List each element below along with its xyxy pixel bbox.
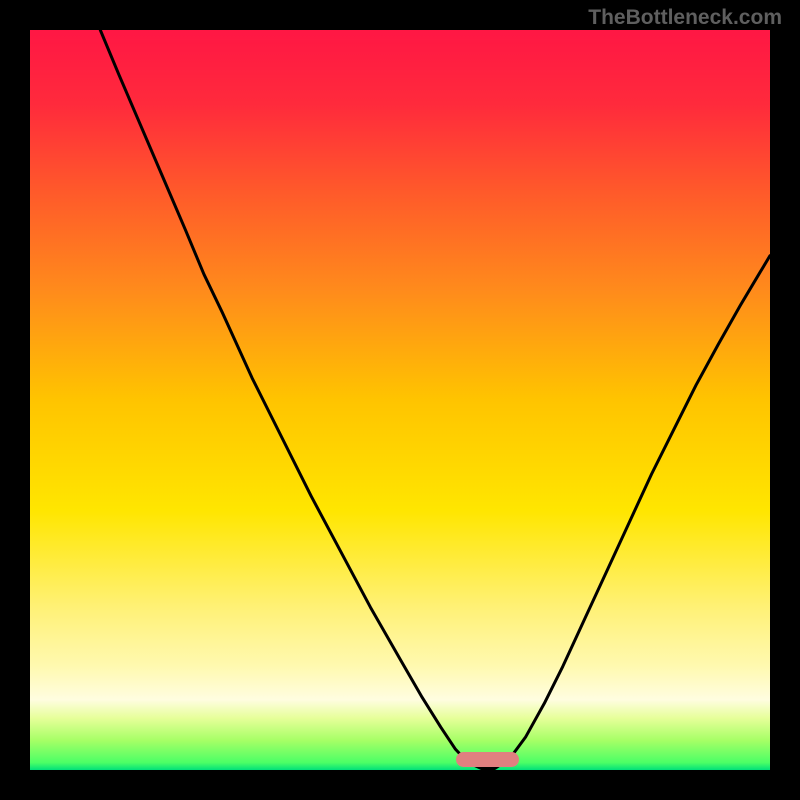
plot-area xyxy=(30,30,770,770)
chart-frame: TheBottleneck.com xyxy=(0,0,800,800)
bottleneck-curve xyxy=(30,30,770,770)
watermark-label: TheBottleneck.com xyxy=(588,6,782,30)
optimal-marker xyxy=(456,752,519,767)
